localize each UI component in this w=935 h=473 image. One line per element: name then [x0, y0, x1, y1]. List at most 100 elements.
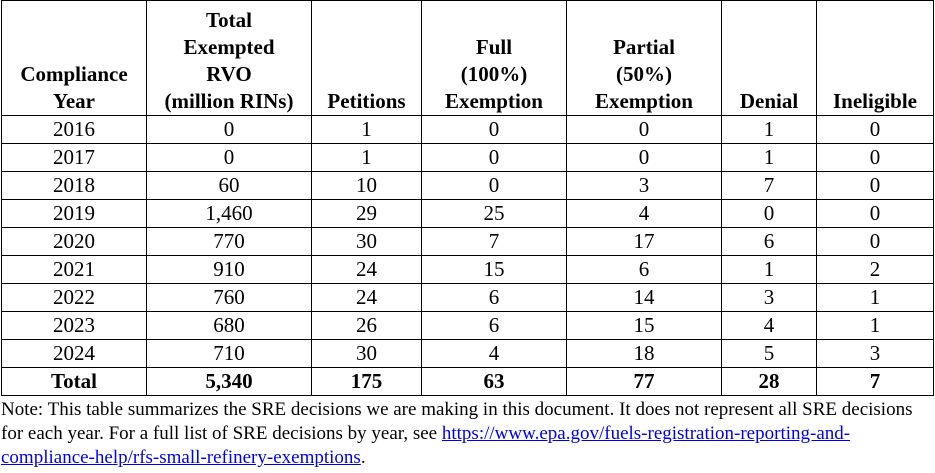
header-line: Partial	[613, 35, 675, 59]
table-cell: 6	[421, 311, 567, 340]
table-cell: 0	[721, 199, 817, 228]
table-row: 2018 60 10 0 3 7 0	[1, 171, 934, 200]
total-cell: 63	[421, 367, 567, 396]
total-cell: 77	[566, 367, 722, 396]
table-row: 2023 680 26 6 15 4 1	[1, 311, 934, 340]
table-cell: 30	[311, 339, 422, 368]
table-cell: 2024	[1, 339, 147, 368]
table-cell: 0	[816, 199, 934, 228]
table-cell: 910	[146, 255, 312, 284]
table-cell: 1	[721, 255, 817, 284]
table-cell: 1	[721, 115, 817, 144]
table-cell: 2019	[1, 199, 147, 228]
table-cell: 24	[311, 283, 422, 312]
table-cell: 3	[816, 339, 934, 368]
table-cell: 7	[421, 227, 567, 256]
header-cell: Partial (50%) Exemption	[566, 0, 722, 116]
table-row: 2022 760 24 6 14 3 1	[1, 283, 934, 312]
table-row: 2017 0 1 0 0 1 0	[1, 143, 934, 172]
header-line: (50%)	[616, 62, 672, 86]
table-cell: 60	[146, 171, 312, 200]
table-cell: 4	[421, 339, 567, 368]
table-cell: 6	[721, 227, 817, 256]
table-cell: 5	[721, 339, 817, 368]
table-row: 2021 910 24 15 6 1 2	[1, 255, 934, 284]
total-cell: 28	[721, 367, 817, 396]
header-cell: Total Exempted RVO (million RINs)	[146, 0, 312, 116]
table-cell: 0	[566, 143, 722, 172]
table-cell: 0	[816, 115, 934, 144]
table-cell: 0	[421, 143, 567, 172]
header-line: (million RINs)	[164, 89, 294, 113]
total-cell: 7	[816, 367, 934, 396]
table-cell: 770	[146, 227, 312, 256]
header-line: Exemption	[594, 89, 693, 113]
header-cell: Ineligible	[816, 0, 934, 116]
header-line: Compliance	[20, 62, 128, 86]
table-cell: 2020	[1, 227, 147, 256]
header-line: Denial	[739, 89, 799, 113]
table-cell: 0	[816, 227, 934, 256]
header-cell: Full (100%) Exemption	[421, 0, 567, 116]
total-cell: 5,340	[146, 367, 312, 396]
table-cell: 6	[566, 255, 722, 284]
table-cell: 680	[146, 311, 312, 340]
table-cell: 17	[566, 227, 722, 256]
table-cell: 760	[146, 283, 312, 312]
table-cell: 1	[311, 143, 422, 172]
table-cell: 26	[311, 311, 422, 340]
table-cell: 710	[146, 339, 312, 368]
table-cell: 1	[721, 143, 817, 172]
table-cell: 6	[421, 283, 567, 312]
header-line: Year	[53, 89, 95, 113]
header-line: Petitions	[327, 89, 406, 113]
table-cell: 4	[721, 311, 817, 340]
note: Note: This table summarizes the SRE deci…	[1, 398, 931, 470]
table-cell: 25	[421, 199, 567, 228]
note-link[interactable]: https://www.epa.gov/fuels-registration-r…	[1, 423, 851, 468]
table-row: 2016 0 1 0 0 1 0	[1, 115, 934, 144]
header-cell: Compliance Year	[1, 0, 147, 116]
table-cell: 10	[311, 171, 422, 200]
sre-table: Compliance Year Total Exempted RVO (million R…	[1, 0, 934, 396]
table-cell: 15	[566, 311, 722, 340]
table-cell: 1	[816, 283, 934, 312]
table-cell: 2017	[1, 143, 147, 172]
table-cell: 0	[421, 171, 567, 200]
table-cell: 4	[566, 199, 722, 228]
table-row: 2020 770 30 7 17 6 0	[1, 227, 934, 256]
table-cell: 2018	[1, 171, 147, 200]
table-cell: 1	[311, 115, 422, 144]
table-cell: 3	[566, 171, 722, 200]
table-cell: 0	[816, 171, 934, 200]
total-row: Total 5,340 175 63 77 28 7	[1, 367, 934, 396]
table-cell: 29	[311, 199, 422, 228]
header-line: Full	[475, 35, 513, 59]
total-cell: 175	[311, 367, 422, 396]
table-cell: 2016	[1, 115, 147, 144]
note-end: .	[360, 447, 366, 468]
table-cell: 2023	[1, 311, 147, 340]
table-cell: 2021	[1, 255, 147, 284]
table-cell: 7	[721, 171, 817, 200]
table-cell: 3	[721, 283, 817, 312]
table-cell: 2022	[1, 283, 147, 312]
header-cell: Petitions	[311, 0, 422, 116]
table-body: 2016 0 1 0 0 1 0 2017 0 1 0 0 1 0 2018 60 10 0 3 7 0 2019 1,46…	[1, 115, 934, 396]
table-row: 2019 1,460 29 25 4 0 0	[1, 199, 934, 228]
header-line: Exempted	[183, 35, 275, 59]
table-cell: 15	[421, 255, 567, 284]
total-cell: Total	[1, 367, 147, 396]
header-line: (100%)	[460, 62, 528, 86]
table-cell: 0	[146, 115, 312, 144]
table-cell: 0	[566, 115, 722, 144]
header-line: RVO	[206, 62, 252, 86]
table-cell: 0	[421, 115, 567, 144]
table-row: 2024 710 30 4 18 5 3	[1, 339, 934, 368]
table-cell: 1	[816, 311, 934, 340]
header-row: Compliance Year Total Exempted RVO (million R…	[1, 0, 934, 116]
header-line: Ineligible	[832, 89, 917, 113]
table-cell: 1,460	[146, 199, 312, 228]
